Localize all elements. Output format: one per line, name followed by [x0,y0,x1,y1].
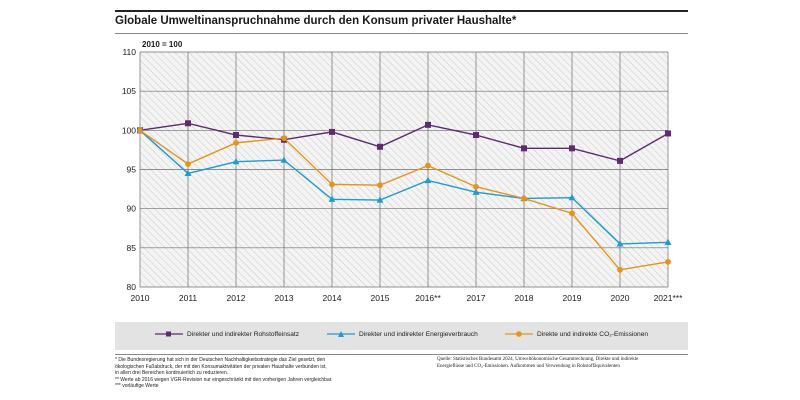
data-point-rohstoff [185,120,191,127]
data-point-co2 [617,266,623,273]
title-rule [115,33,688,34]
data-point-energie [232,157,240,165]
data-point-co2 [665,259,671,265]
data-point-rohstoff [425,121,431,128]
data-point-energie [616,240,624,247]
legend-item-rohstoff: Direkter und indirekter Rohstoffeinsatz [155,330,299,338]
source-note: Quelle: Statistisches Bundesamt 2024, Um… [437,357,688,370]
x-tick-label: 2021*** [654,293,684,303]
data-point-rohstoff [617,157,623,164]
y-tick-label: 80 [127,282,137,292]
legend-label-rohstoff: Direkter und indirekter Rohstoffeinsatz [187,330,300,338]
y-tick-label: 95 [127,165,137,175]
legend-marker-square [155,331,183,337]
legend-label-energie: Direkter und indirekter Energieverbrauch [359,330,478,338]
footnote-line: * Die Bundesregierung hat sich in der De… [115,357,326,363]
y-tick-label: 90 [127,204,137,214]
data-point-co2 [137,127,143,134]
footnote-line: ** Werte ab 2016 wegen VGR-Revision nur … [115,376,333,383]
legend: Direkter und indirekter Rohstoffeinsatz … [115,322,688,350]
legend-marker-circle [505,331,533,337]
data-point-energie [568,193,576,201]
y-tick-label: 100 [122,125,136,135]
series-line-co2 [139,129,669,271]
footnote-line: ökologischen Fußabdruck, der mit den Kon… [115,363,327,370]
source-line: Quelle: Statistisches Bundesamt 2024, Um… [437,357,639,362]
data-point-energie [280,156,288,163]
data-point-rohstoff [473,132,479,139]
data-point-co2 [233,139,239,146]
data-point-co2 [425,162,431,169]
x-tick-label: 2010 [131,293,150,303]
y-tick-label: 110 [122,47,136,57]
x-tick-label: 2014 [323,293,342,303]
data-point-rohstoff [665,130,671,137]
x-tick-label: 2012 [227,293,246,303]
legend-marker-triangle [327,331,355,337]
y-tick-label: 105 [122,86,136,96]
legend-item-co2: Direkte und indirekte CO₂-Emissionen [505,330,648,338]
data-point-rohstoff [377,143,383,150]
series-line-energie [139,129,669,245]
source-line: Energieflüsse und CO₂-Emissionen. Aufkom… [437,363,620,369]
x-tick-label: 2017 [467,293,486,303]
x-tick-label: 2013 [275,293,294,303]
x-tick-label: 2020 [611,293,630,303]
data-point-rohstoff [569,145,575,152]
data-point-co2 [329,181,335,188]
x-tick-label: 2019 [563,293,582,303]
footnote-line: in allen drei Bereichen kontinuierlich z… [115,370,229,377]
series-line-rohstoff [139,122,669,162]
top-rule [115,10,688,12]
y-tick-label: 85 [127,243,137,253]
data-point-energie [184,169,192,177]
legend-item-energie: Direkter und indirekter Energieverbrauch [327,330,478,338]
x-tick-label: 2016** [415,293,441,303]
line-chart: 80 85 90 95 100 105 110 2010 2011 2012 2013 2014 201… [122,40,684,303]
data-point-co2 [281,135,287,142]
chart-frame: Globale Umweltinanspruchnahme durch den … [115,0,688,400]
legend-label-co2: Direkte und indirekte CO₂-Emissionen [537,330,649,338]
data-point-co2 [185,161,191,167]
data-point-rohstoff [233,132,239,139]
data-point-co2 [569,210,575,217]
data-point-energie [424,176,432,184]
footer-rule [115,354,688,355]
chart-title: Globale Umweltinanspruchnahme durch den … [115,15,517,27]
data-point-rohstoff [521,145,527,152]
data-point-co2 [473,183,479,190]
data-point-energie [472,188,480,195]
data-point-co2 [377,182,383,189]
footnote-line: *** vorläufige Werte [115,383,159,390]
data-point-energie [376,196,384,203]
data-point-energie [664,238,672,245]
data-point-co2 [521,195,527,202]
data-point-rohstoff [329,128,335,135]
x-tick-label: 2018 [515,293,534,303]
x-tick-label: 2015 [371,293,390,303]
data-point-energie [328,195,336,202]
footnotes: * Die Bundesregierung hat sich in der De… [115,357,400,390]
unit-label: 2010 = 100 [142,40,183,49]
x-tick-label: 2011 [179,293,198,303]
